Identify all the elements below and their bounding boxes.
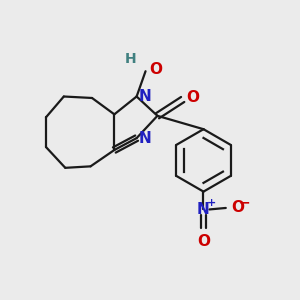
Text: −: − — [238, 196, 250, 210]
Text: O: O — [186, 91, 199, 106]
Text: N: N — [197, 202, 210, 217]
Text: O: O — [231, 200, 244, 215]
Text: +: + — [207, 198, 216, 208]
Text: N: N — [139, 130, 152, 146]
Text: O: O — [197, 234, 210, 249]
Text: H: H — [124, 52, 136, 66]
Text: N: N — [139, 89, 152, 104]
Text: O: O — [149, 62, 162, 77]
